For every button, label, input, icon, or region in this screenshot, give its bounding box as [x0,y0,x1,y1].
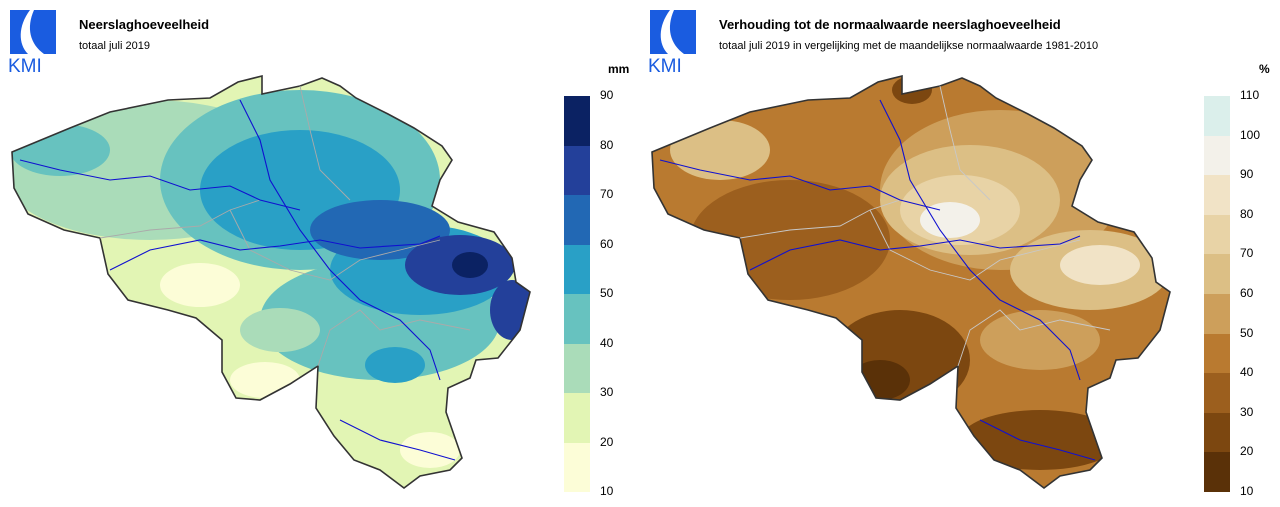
legend-tick-label: 100 [1240,127,1261,142]
precipitation-panel: KMI Neerslaghoeveelheid totaal juli 2019 [8,10,630,498]
legend-swatch [1204,333,1230,374]
legend-tick-label: 40 [1240,365,1254,380]
legend-tick-label: 60 [600,236,614,251]
legend-tick-label: 110 [1240,88,1260,102]
legend-tick-label: 20 [600,434,614,449]
legend-swatch [564,442,590,492]
kmi-logo-icon: KMI [648,10,696,74]
logo-text: KMI [8,56,42,74]
map-title: Verhouding tot de normaalwaarde neerslag… [719,17,1061,32]
legend-unit: % [1259,62,1270,76]
ratio-panel: KMI Verhouding tot de normaalwaarde neer… [640,0,1280,507]
legend-tick-label: 40 [600,335,614,350]
legend-swatch [1204,254,1230,294]
legend-tick-label: 80 [1240,206,1254,221]
legend-tick-label: 50 [600,286,614,300]
legend-swatch [564,244,590,294]
precipitation-legend [564,96,590,492]
legend-swatch [1204,175,1230,215]
legend-tick-label: 10 [1240,484,1254,498]
legend-tick-label: 90 [600,88,614,102]
legend-swatch [564,195,590,245]
legend-swatch [1204,412,1230,453]
legend-swatch [564,343,590,393]
legend-swatch [564,294,590,344]
belgium-precipitation-map [11,74,531,489]
kmi-logo-icon: KMI [8,10,56,74]
legend-tick-label: 60 [1240,286,1254,300]
legend-swatch [1204,293,1230,334]
legend-swatch [1204,373,1230,413]
legend-tick-label: 80 [600,137,614,152]
legend-tick-label: 10 [600,484,614,498]
legend-tick-label: 20 [1240,444,1254,459]
legend-swatch [1204,452,1230,492]
legend-swatch [564,393,590,443]
legend-tick-label: 70 [600,187,614,201]
legend-unit: mm [608,62,630,76]
legend-swatch [564,145,590,195]
legend-tick-label: 30 [1240,404,1254,419]
legend-swatch [1204,135,1230,176]
legend-swatch [1204,214,1230,255]
map-title: Neerslaghoeveelheid [79,17,210,32]
ratio-legend [1204,96,1230,492]
logo-text: KMI [648,56,682,74]
legend-tick-label: 90 [1240,167,1254,182]
map-subtitle: totaal juli 2019 [79,40,150,52]
legend-swatch [564,96,590,146]
map-subtitle: totaal juli 2019 in vergelijking met de … [719,40,1099,52]
legend-tick-label: 30 [600,385,614,399]
belgium-ratio-map [651,74,1171,489]
legend-swatch [1204,96,1230,136]
legend-tick-label: 50 [1240,325,1254,340]
legend-tick-label: 70 [1240,246,1254,261]
